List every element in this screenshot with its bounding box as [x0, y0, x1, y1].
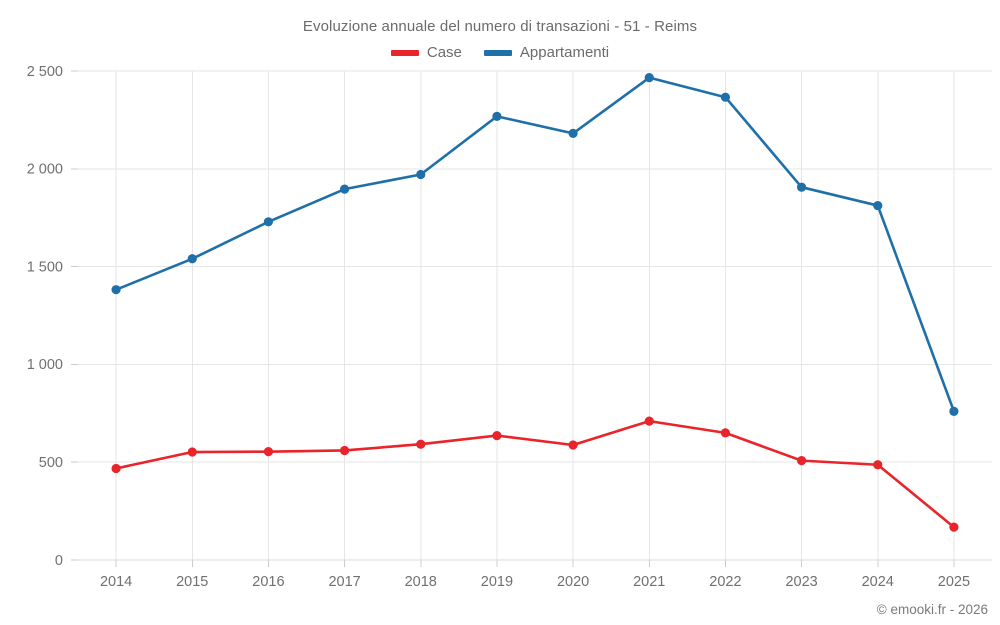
x-axis-tick-label: 2020: [557, 574, 589, 590]
data-point-case-2023[interactable]: [796, 456, 807, 466]
data-point-appartamenti-2016[interactable]: [263, 217, 274, 227]
y-axis-tick-label: 2 000: [27, 162, 63, 178]
data-point-appartamenti-2024[interactable]: [873, 200, 883, 211]
data-point-appartamenti-2025[interactable]: [949, 406, 959, 416]
data-point-case-2014[interactable]: [111, 463, 121, 474]
series-line-appartamenti: [114, 76, 956, 413]
x-axis-tick-label: 2016: [252, 574, 284, 590]
x-axis-tick-label: 2023: [785, 574, 817, 590]
legend-item-appartamenti[interactable]: Appartamenti: [483, 44, 610, 61]
x-axis-tick-label: 2024: [862, 574, 894, 590]
legend-item-case[interactable]: Case: [390, 44, 462, 61]
data-point-appartamenti-2015[interactable]: [187, 254, 197, 264]
x-axis-tick-label: 2015: [176, 574, 208, 590]
y-axis-tick-label: 500: [39, 455, 63, 471]
legend-swatch-case: [390, 49, 419, 56]
legend-label-case: Case: [426, 44, 462, 61]
chart-title: Evoluzione annuale del numero di transaz…: [302, 18, 698, 35]
y-axis-tick-label: 1 000: [27, 357, 63, 373]
copyright-credit: © emooki.fr - 2026: [876, 602, 988, 617]
data-point-appartamenti-2017[interactable]: [339, 184, 350, 194]
x-axis-tick-label: 2018: [405, 574, 437, 590]
data-point-appartamenti-2020[interactable]: [568, 128, 578, 138]
data-point-case-2019[interactable]: [492, 430, 502, 441]
data-point-case-2015[interactable]: [187, 447, 197, 457]
data-point-appartamenti-2014[interactable]: [111, 285, 121, 295]
data-point-appartamenti-2019[interactable]: [492, 111, 502, 121]
data-point-case-2021[interactable]: [644, 416, 654, 426]
data-point-appartamenti-2021[interactable]: [644, 73, 654, 83]
x-axis-tick-label: 2021: [633, 574, 665, 590]
data-point-case-2025[interactable]: [949, 522, 959, 532]
legend-label-appartamenti: Appartamenti: [519, 44, 610, 61]
data-point-appartamenti-2022[interactable]: [720, 92, 731, 102]
data-point-case-2020[interactable]: [568, 440, 578, 450]
x-axis-tick-label: 2025: [938, 574, 970, 590]
data-point-case-2016[interactable]: [263, 447, 274, 457]
chart-legend: Case Appartamenti: [0, 44, 1000, 61]
data-point-case-2018[interactable]: [416, 439, 426, 449]
y-axis-tick-label: 0: [55, 553, 63, 569]
data-point-appartamenti-2018[interactable]: [416, 169, 426, 180]
x-axis-tick-label: 2019: [481, 574, 513, 590]
y-axis-tick-label: 1 500: [27, 259, 63, 275]
x-axis-tick-label: 2014: [100, 574, 132, 590]
x-axis-tick-label: 2022: [709, 574, 741, 590]
legend-swatch-appartamenti: [483, 49, 512, 56]
x-axis-tick-label: 2017: [328, 574, 360, 590]
data-point-case-2017[interactable]: [339, 445, 350, 456]
data-point-case-2024[interactable]: [873, 460, 883, 470]
data-point-case-2022[interactable]: [720, 428, 731, 438]
data-point-appartamenti-2023[interactable]: [796, 182, 807, 192]
series-line-case: [114, 419, 956, 529]
y-axis-tick-label: 2 500: [27, 64, 63, 80]
